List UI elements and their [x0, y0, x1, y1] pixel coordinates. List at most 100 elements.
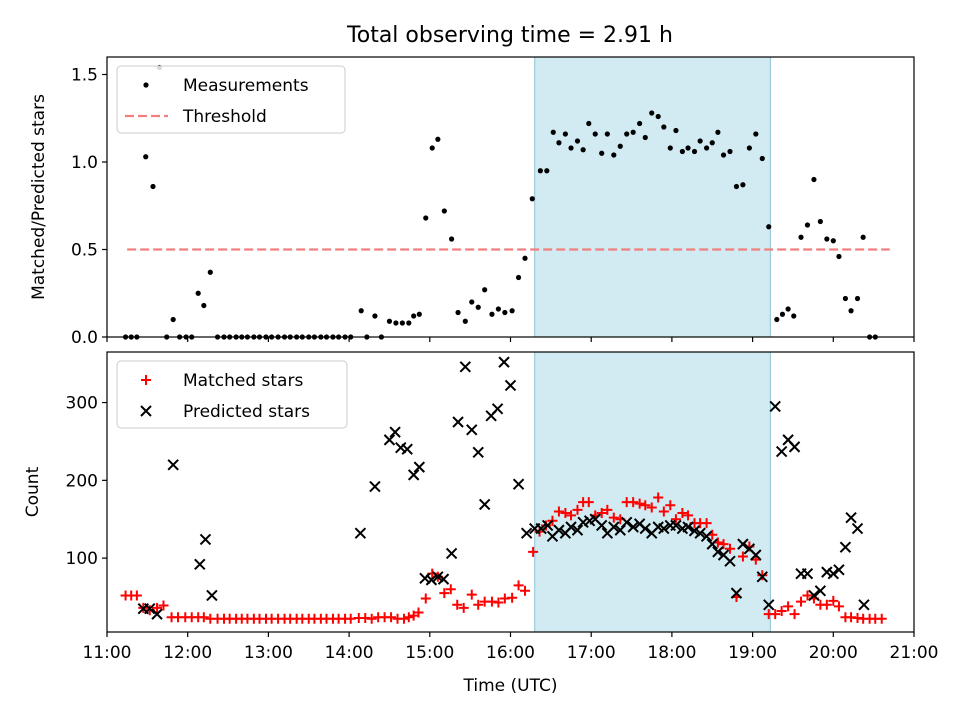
predicted-star-point [413, 461, 426, 473]
measurement-point [746, 145, 752, 151]
predicted-star-point [858, 599, 870, 611]
predicted-star-point [354, 527, 367, 539]
predicted-star-point [437, 573, 450, 585]
top-y-tick-label: 1.5 [71, 66, 98, 86]
predicted-star-point [712, 546, 724, 558]
measurement-point [469, 299, 475, 305]
predicted-star-point [682, 521, 694, 533]
top-legend-label: Measurements [183, 76, 309, 96]
predicted-star-point [369, 480, 381, 493]
matched-star-point [718, 539, 729, 550]
measurement-point [411, 313, 417, 319]
matched-star-point [757, 570, 768, 581]
x-tick-label: 18:00 [647, 643, 696, 663]
x-tick-label: 20:00 [809, 643, 858, 663]
top-panel: 0.0 0.5 1.0 1.5 Matched/Predicted stars Measu… [29, 56, 915, 348]
predicted-star-point [851, 522, 864, 535]
matched-star-point [770, 609, 781, 620]
matched-star-point [646, 502, 657, 513]
measurement-point [774, 316, 780, 323]
measurement-point [836, 253, 842, 260]
predicted-star-point [808, 589, 820, 602]
predicted-star-point [769, 400, 781, 413]
matched-star-point [553, 506, 564, 517]
matched-star-point [725, 543, 736, 554]
measurement-point [604, 131, 610, 137]
measurement-point [502, 309, 508, 316]
measurement-point [416, 311, 422, 317]
measurement-point [804, 222, 811, 228]
measurement-point [655, 113, 661, 120]
matched-star-point [683, 510, 694, 521]
measurement-point [611, 152, 617, 158]
measurement-point [617, 143, 623, 149]
matched-star-point [783, 601, 794, 612]
measurement-point [462, 318, 468, 324]
measurement-point [753, 131, 759, 137]
measurement-point [372, 313, 378, 319]
measurement-point [448, 236, 455, 242]
measurement-point [522, 255, 528, 261]
measurement-point [529, 196, 535, 202]
top-legend-box [116, 65, 346, 134]
predicted-star-point [151, 608, 163, 620]
matched-star-point [366, 613, 377, 624]
measurement-point [704, 145, 710, 151]
matched-star-point [596, 508, 607, 518]
legend-predicted-marker [140, 405, 152, 417]
matched-star-point [473, 599, 484, 610]
matched-star-point [876, 613, 887, 624]
matched-star-point [802, 590, 813, 601]
predicted-star-point [730, 587, 743, 599]
predicted-star-point [833, 564, 845, 576]
measurement-point [201, 302, 207, 309]
matched-star-point [466, 589, 477, 600]
predicted-star-point [845, 511, 857, 524]
measurement-point [599, 150, 605, 156]
predicted-star-point [627, 521, 639, 533]
predicted-star-point [608, 521, 620, 533]
predicted-star-point [167, 459, 179, 471]
measurement-point [435, 136, 441, 142]
measurement-point [207, 269, 213, 275]
top-y-tick-label: 0.5 [71, 241, 98, 261]
measurement-point [824, 236, 830, 242]
measurement-point [667, 145, 673, 151]
measurement-point [568, 145, 574, 151]
predicted-star-point [775, 445, 788, 458]
predicted-star-point [466, 424, 478, 436]
chart-title: Total observing time = 2.91 h [346, 23, 673, 48]
measurement-point [624, 131, 630, 137]
predicted-star-point [621, 516, 633, 529]
bottom-panel: 100 200 300 11:00 12:00 13:00 14:00 15:00 16:00 1… [23, 351, 939, 696]
predicted-star-point [445, 547, 458, 560]
measurement-point [811, 176, 817, 183]
predicted-star-point [788, 441, 801, 453]
bottom-y-tick-label: 200 [66, 471, 98, 491]
x-tick-label: 11:00 [83, 643, 132, 663]
predicted-star-point [839, 541, 852, 553]
measurement-point [550, 129, 556, 135]
matched-star-point [541, 520, 552, 531]
x-tick-label: 19:00 [728, 643, 777, 663]
measurement-point [544, 168, 550, 174]
matched-star-point [653, 492, 664, 503]
predicted-star-point [194, 558, 206, 571]
predicted-star-point [814, 585, 827, 597]
predicted-star-point [756, 571, 768, 583]
predicted-star-point [472, 446, 484, 459]
measurement-point [537, 168, 543, 174]
predicted-star-point [553, 524, 565, 536]
measurement-point [429, 145, 435, 151]
x-axis-label: Time (UTC) [463, 676, 558, 696]
matched-star-point [828, 595, 839, 606]
x-tick-label: 15:00 [405, 643, 454, 663]
matched-star-point [439, 588, 450, 599]
matched-star-point [634, 498, 645, 509]
predicted-star-point [498, 356, 510, 368]
measurement-point [515, 274, 522, 281]
predicted-star-point [478, 498, 491, 511]
predicted-star-point [639, 522, 651, 535]
measurement-point [586, 120, 592, 127]
predicted-star-point [401, 443, 413, 455]
